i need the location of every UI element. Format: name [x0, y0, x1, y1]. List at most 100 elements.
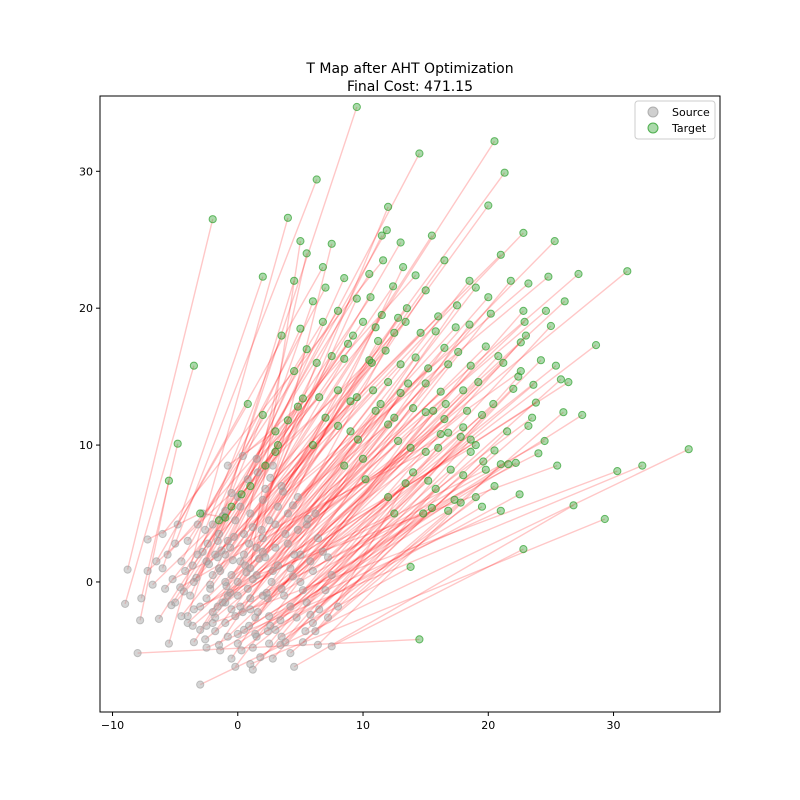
connection-line: [242, 406, 299, 457]
source-point: [306, 610, 315, 619]
x-tick-label: 20: [481, 719, 495, 732]
target-point: [431, 327, 440, 336]
target-point: [506, 276, 515, 285]
source-point: [173, 520, 182, 529]
source-point: [251, 629, 260, 639]
target-point: [384, 420, 393, 429]
target-point: [312, 175, 321, 184]
x-tick-label: 30: [607, 719, 621, 732]
source-point: [158, 529, 167, 539]
connection-line: [248, 381, 479, 627]
source-point: [302, 598, 311, 607]
target-point: [327, 352, 336, 361]
target-point: [546, 321, 556, 331]
target-point: [591, 341, 601, 350]
connection-line: [250, 518, 606, 665]
connection-line: [224, 296, 372, 512]
target-point: [496, 250, 505, 259]
connection-line: [282, 363, 402, 493]
target-point: [600, 514, 609, 524]
source-point: [248, 665, 257, 674]
connection-line: [292, 365, 557, 578]
source-point: [186, 591, 195, 600]
target-point: [481, 342, 490, 351]
source-point: [258, 534, 267, 543]
connection-line: [252, 447, 439, 671]
source-point: [167, 601, 176, 610]
source-point: [168, 575, 177, 584]
x-axis-ticks: −10 0 10 20 30: [101, 712, 621, 732]
target-point: [421, 286, 430, 295]
source-point: [283, 509, 292, 518]
source-point: [152, 557, 161, 566]
connection-line: [254, 310, 524, 618]
y-axis-ticks: 0 10 20 30: [79, 165, 100, 589]
source-point: [183, 618, 192, 628]
connection-line: [193, 425, 339, 643]
target-point: [390, 509, 399, 518]
target-point: [540, 436, 549, 446]
source-point: [243, 584, 252, 593]
connection-line: [277, 359, 370, 508]
connection-line: [279, 359, 542, 621]
connection-line: [174, 444, 314, 603]
source-point: [268, 654, 277, 663]
connection-line: [254, 480, 429, 635]
target-point: [367, 358, 376, 367]
source-point: [277, 584, 286, 593]
source-point: [252, 543, 261, 552]
target-point: [515, 490, 524, 499]
target-point: [436, 430, 445, 439]
target-point: [173, 439, 182, 448]
target-point: [318, 317, 327, 326]
source-point: [246, 509, 255, 518]
source-point: [258, 495, 267, 504]
connection-line: [218, 410, 377, 646]
target-point: [352, 393, 361, 402]
source-point: [293, 525, 302, 535]
target-point: [214, 516, 224, 525]
target-point: [340, 461, 349, 470]
source-point: [177, 612, 186, 621]
target-point: [494, 352, 503, 361]
connection-line: [227, 296, 489, 597]
source-point: [189, 638, 198, 647]
connection-line: [309, 414, 483, 562]
connection-line: [227, 433, 442, 638]
connection-line: [257, 355, 499, 613]
connection-line: [243, 253, 308, 535]
connection-line: [230, 414, 264, 494]
source-point: [133, 649, 142, 658]
target-point: [246, 482, 255, 491]
source-point: [206, 580, 215, 589]
target-point: [521, 331, 531, 340]
connection-line: [264, 266, 404, 558]
target-point: [574, 269, 583, 279]
target-point: [237, 490, 246, 499]
target-point: [396, 238, 405, 247]
source-point: [189, 577, 198, 587]
source-point: [161, 584, 170, 593]
source-point: [268, 461, 277, 470]
source-point: [301, 627, 310, 636]
source-point: [196, 602, 205, 611]
target-point: [208, 215, 217, 224]
source-point: [296, 577, 305, 587]
source-point: [213, 602, 222, 611]
connection-line: [287, 346, 487, 545]
connection-line: [309, 425, 529, 616]
source-point: [318, 547, 327, 556]
target-point: [440, 343, 449, 352]
source-point: [202, 594, 211, 603]
source-point: [241, 561, 250, 570]
source-point: [277, 632, 286, 641]
source-point: [227, 488, 236, 498]
target-point: [466, 361, 475, 370]
target-point: [401, 317, 410, 326]
connection-line: [312, 384, 534, 572]
target-point: [519, 306, 528, 315]
target-point: [315, 393, 324, 402]
connection-line: [281, 396, 358, 487]
source-point: [242, 568, 251, 577]
source-point: [252, 454, 261, 463]
